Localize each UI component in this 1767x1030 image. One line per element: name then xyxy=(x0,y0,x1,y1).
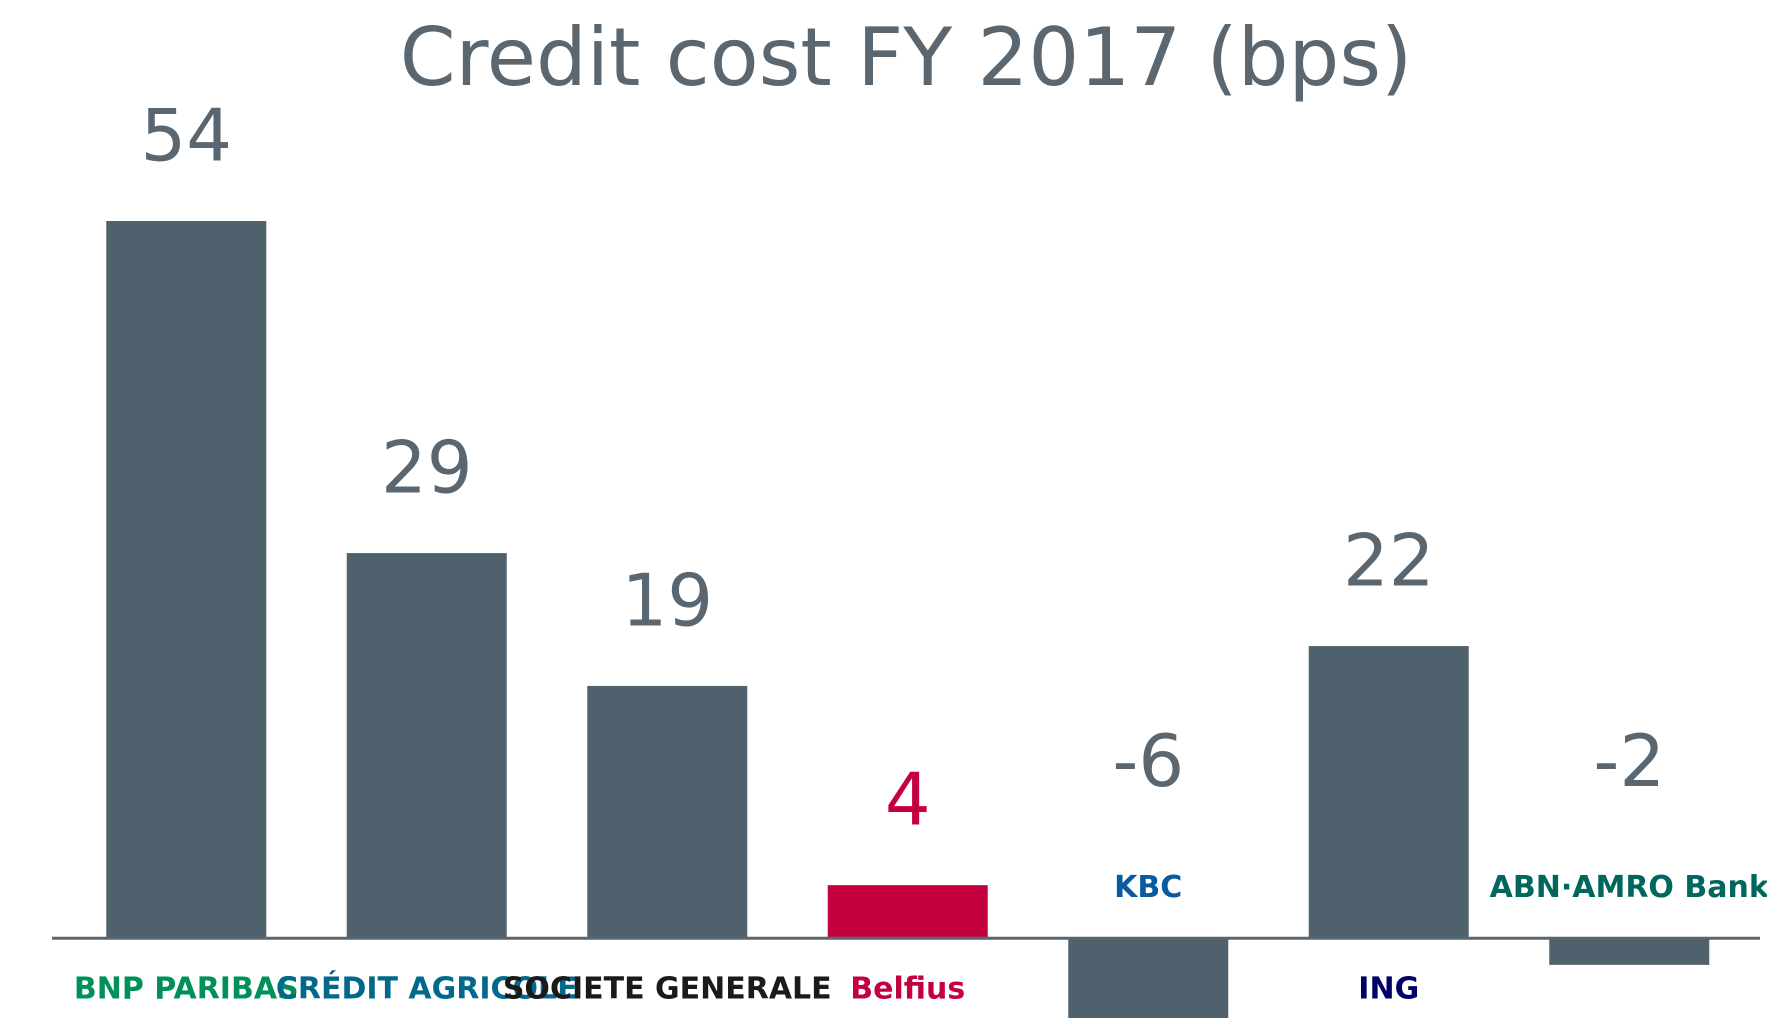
bar xyxy=(1549,938,1710,965)
category-label: KBC xyxy=(1114,870,1182,905)
category-label: ABN·AMRO Bank xyxy=(1490,870,1767,905)
bar xyxy=(1308,646,1469,939)
bar xyxy=(587,685,748,939)
category-label: Belfius xyxy=(850,972,965,1007)
value-label: 54 xyxy=(140,94,232,178)
bar xyxy=(346,553,507,939)
category-label: SOCIETE GENERALE xyxy=(503,972,832,1007)
category-label: CRÉDIT AGRICOLE xyxy=(276,971,578,1007)
bar xyxy=(106,221,267,939)
value-label: -6 xyxy=(1112,719,1184,803)
category-label: ING xyxy=(1358,972,1419,1007)
value-label: 19 xyxy=(621,558,713,642)
chart-title: Credit cost FY 2017 (bps) xyxy=(400,11,1412,104)
bar xyxy=(1068,938,1229,1018)
value-label: 4 xyxy=(885,758,931,842)
value-label: 22 xyxy=(1343,519,1435,603)
bar xyxy=(827,885,988,939)
category-label: BNP PARIBAS xyxy=(74,972,299,1007)
value-label: -2 xyxy=(1593,719,1665,803)
value-label: 29 xyxy=(381,426,473,510)
